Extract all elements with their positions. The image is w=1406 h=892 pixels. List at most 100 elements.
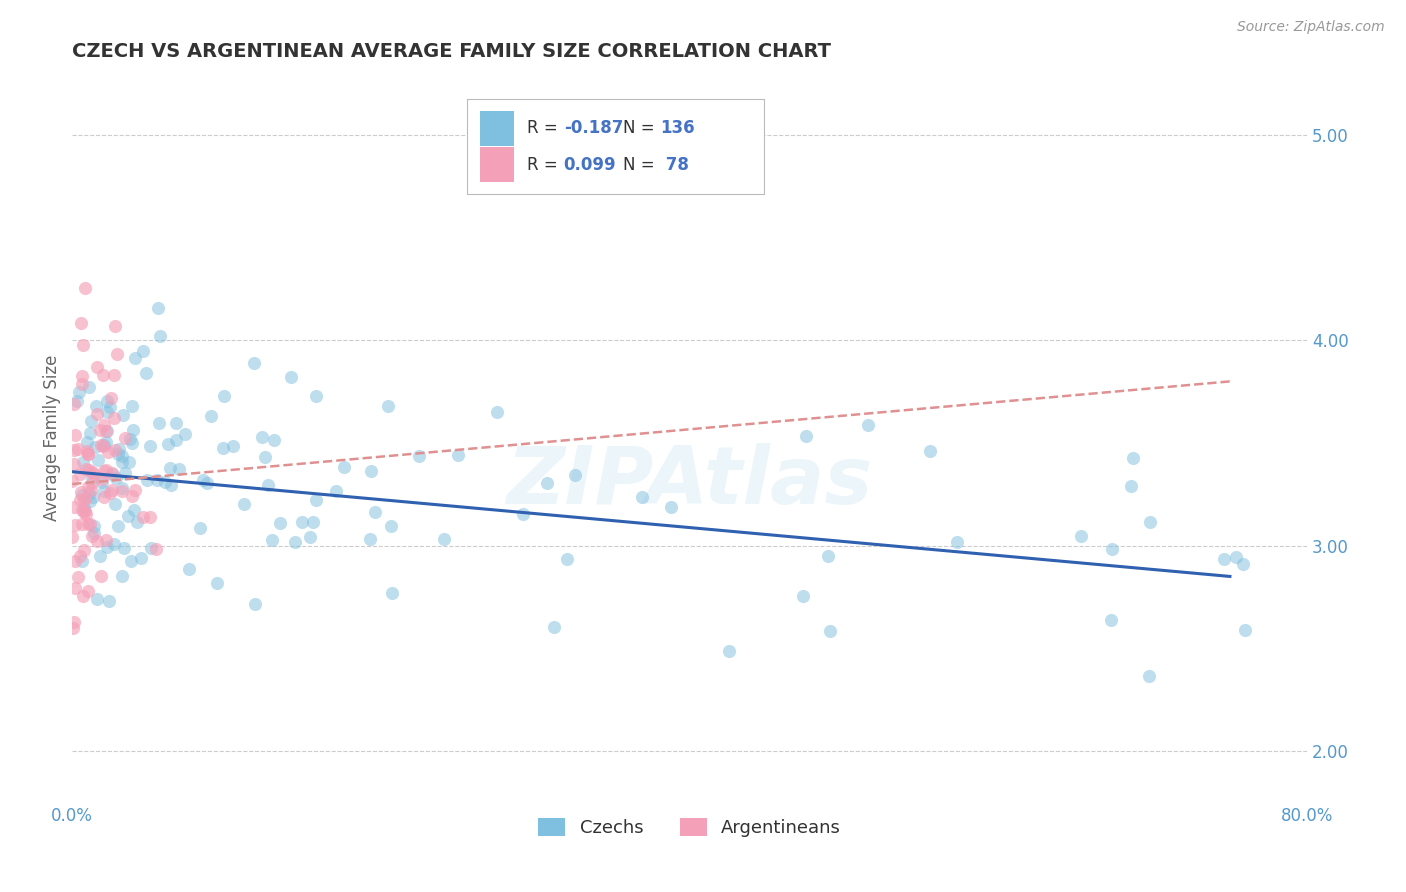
Point <box>67 442 90 456</box>
Point <box>253 450 276 465</box>
Point <box>718 643 741 657</box>
Point <box>63 397 86 411</box>
Point <box>89 549 111 563</box>
Point <box>104 471 127 485</box>
Point <box>298 530 321 544</box>
Point <box>96 393 118 408</box>
Point <box>132 509 155 524</box>
Point <box>75 492 97 507</box>
Point <box>135 366 157 380</box>
Point <box>96 533 118 547</box>
Point <box>72 455 94 469</box>
Point <box>83 467 105 481</box>
Point <box>104 319 127 334</box>
Point <box>125 516 148 530</box>
Point <box>76 435 98 450</box>
Point <box>145 541 167 556</box>
Point <box>70 369 93 384</box>
Point <box>364 505 387 519</box>
Point <box>129 551 152 566</box>
Point <box>257 478 280 492</box>
Point <box>91 368 114 382</box>
Point <box>89 569 111 583</box>
Point <box>79 493 101 508</box>
Point <box>63 517 86 532</box>
Point <box>72 376 94 391</box>
Point <box>121 489 143 503</box>
Point <box>76 447 98 461</box>
FancyBboxPatch shape <box>479 111 515 145</box>
Point <box>408 449 430 463</box>
Point <box>433 532 456 546</box>
Point <box>105 347 128 361</box>
Point <box>121 424 143 438</box>
Point <box>62 621 84 635</box>
Point <box>73 501 96 516</box>
Point <box>1122 451 1144 466</box>
Point <box>86 359 108 374</box>
Point <box>333 459 356 474</box>
Point <box>112 541 135 555</box>
Point <box>305 388 328 402</box>
Point <box>83 525 105 540</box>
Point <box>77 487 100 501</box>
Point <box>96 434 118 449</box>
Text: N =: N = <box>623 155 659 174</box>
Point <box>1139 516 1161 530</box>
Point <box>631 491 654 505</box>
Point <box>77 463 100 477</box>
Point <box>107 519 129 533</box>
Point <box>543 620 565 634</box>
Point <box>76 444 98 458</box>
Point <box>82 475 104 490</box>
Point <box>325 483 347 498</box>
Point <box>148 416 170 430</box>
Point <box>377 399 399 413</box>
Point <box>63 500 86 515</box>
Point <box>536 475 558 490</box>
Point <box>157 436 180 450</box>
Point <box>120 432 142 446</box>
Point <box>173 427 195 442</box>
Text: ZIPAtlas: ZIPAtlas <box>506 442 873 521</box>
Point <box>70 488 93 502</box>
Point <box>93 438 115 452</box>
Point <box>564 467 586 482</box>
Point <box>124 351 146 365</box>
Point <box>70 316 93 330</box>
Point <box>104 497 127 511</box>
Point <box>86 407 108 421</box>
Point <box>124 483 146 497</box>
Point <box>284 535 307 549</box>
Point <box>67 385 90 400</box>
Point <box>269 516 291 530</box>
Point <box>63 615 86 630</box>
Point <box>65 554 87 568</box>
Point <box>159 477 181 491</box>
Point <box>93 490 115 504</box>
Point <box>112 408 135 422</box>
Point <box>360 464 382 478</box>
Point <box>108 442 131 456</box>
Point <box>1119 479 1142 493</box>
Point <box>82 529 104 543</box>
Point <box>91 439 114 453</box>
Point <box>146 473 169 487</box>
Text: 78: 78 <box>659 155 689 174</box>
Point <box>305 493 328 508</box>
Point <box>84 440 107 454</box>
Point <box>512 508 534 522</box>
Y-axis label: Average Family Size: Average Family Size <box>44 355 60 521</box>
Point <box>62 443 84 458</box>
Point <box>1232 558 1254 572</box>
Point <box>70 484 93 499</box>
Point <box>77 447 100 461</box>
Point <box>111 483 134 498</box>
Point <box>67 570 90 584</box>
Text: Source: ZipAtlas.com: Source: ZipAtlas.com <box>1237 20 1385 34</box>
Point <box>139 439 162 453</box>
Point <box>946 534 969 549</box>
Point <box>118 455 141 469</box>
Point <box>139 510 162 524</box>
Point <box>1213 552 1236 566</box>
